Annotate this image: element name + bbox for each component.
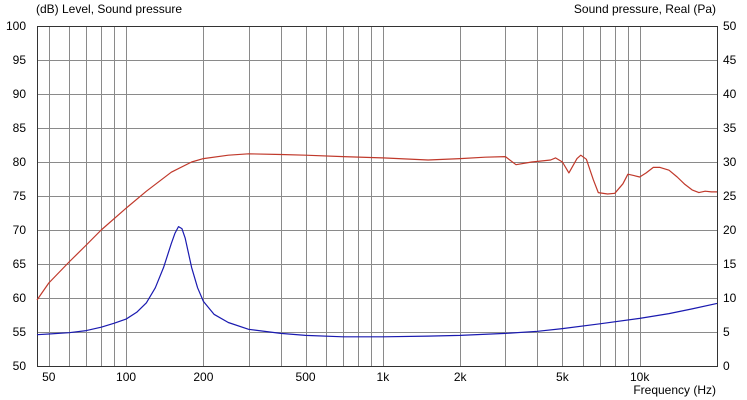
spl-level-curve — [36, 153, 717, 301]
y-left-tick-label: 100 — [6, 19, 26, 33]
y-right-tick-label: 35 — [723, 121, 737, 135]
x-tick-label: 10k — [630, 370, 650, 384]
pressure-real-curve — [36, 226, 718, 338]
y-right-tick-label: 25 — [723, 189, 737, 203]
y-right-tick-label: 15 — [723, 257, 737, 271]
y-right-tick-label: 0 — [723, 359, 730, 373]
y-left-tick-label: 90 — [13, 87, 27, 101]
tick-labels: 1009590858075706560555050454035302520151… — [6, 19, 737, 384]
x-tick-label: 500 — [296, 370, 316, 384]
y-right-tick-label: 30 — [723, 155, 737, 169]
y-right-tick-label: 10 — [723, 291, 737, 305]
grid-lines — [37, 26, 718, 367]
y-left-tick-label: 55 — [13, 325, 27, 339]
series-curves — [36, 153, 718, 338]
y-left-tick-label: 50 — [13, 359, 27, 373]
x-tick-label: 50 — [42, 370, 56, 384]
y-left-tick-label: 95 — [13, 53, 27, 67]
x-tick-label: 5k — [556, 370, 570, 384]
y-right-tick-label: 45 — [723, 53, 737, 67]
x-tick-label: 2k — [454, 370, 468, 384]
y-left-tick-label: 60 — [13, 291, 27, 305]
y-left-tick-label: 70 — [13, 223, 27, 237]
left-axis-title: (dB) Level, Sound pressure — [36, 2, 182, 16]
y-left-tick-label: 85 — [13, 121, 27, 135]
y-right-tick-label: 5 — [723, 325, 730, 339]
x-tick-label: 1k — [377, 370, 391, 384]
y-right-tick-label: 20 — [723, 223, 737, 237]
x-tick-label: 100 — [116, 370, 136, 384]
y-right-tick-label: 40 — [723, 87, 737, 101]
plot-area-frame — [37, 26, 718, 367]
y-left-tick-label: 80 — [13, 155, 27, 169]
y-left-tick-label: 75 — [13, 189, 27, 203]
x-axis-title: Frequency (Hz) — [633, 383, 716, 397]
right-axis-title: Sound pressure, Real (Pa) — [574, 2, 716, 16]
x-tick-label: 200 — [193, 370, 213, 384]
y-right-tick-label: 50 — [723, 19, 737, 33]
y-left-tick-label: 65 — [13, 257, 27, 271]
